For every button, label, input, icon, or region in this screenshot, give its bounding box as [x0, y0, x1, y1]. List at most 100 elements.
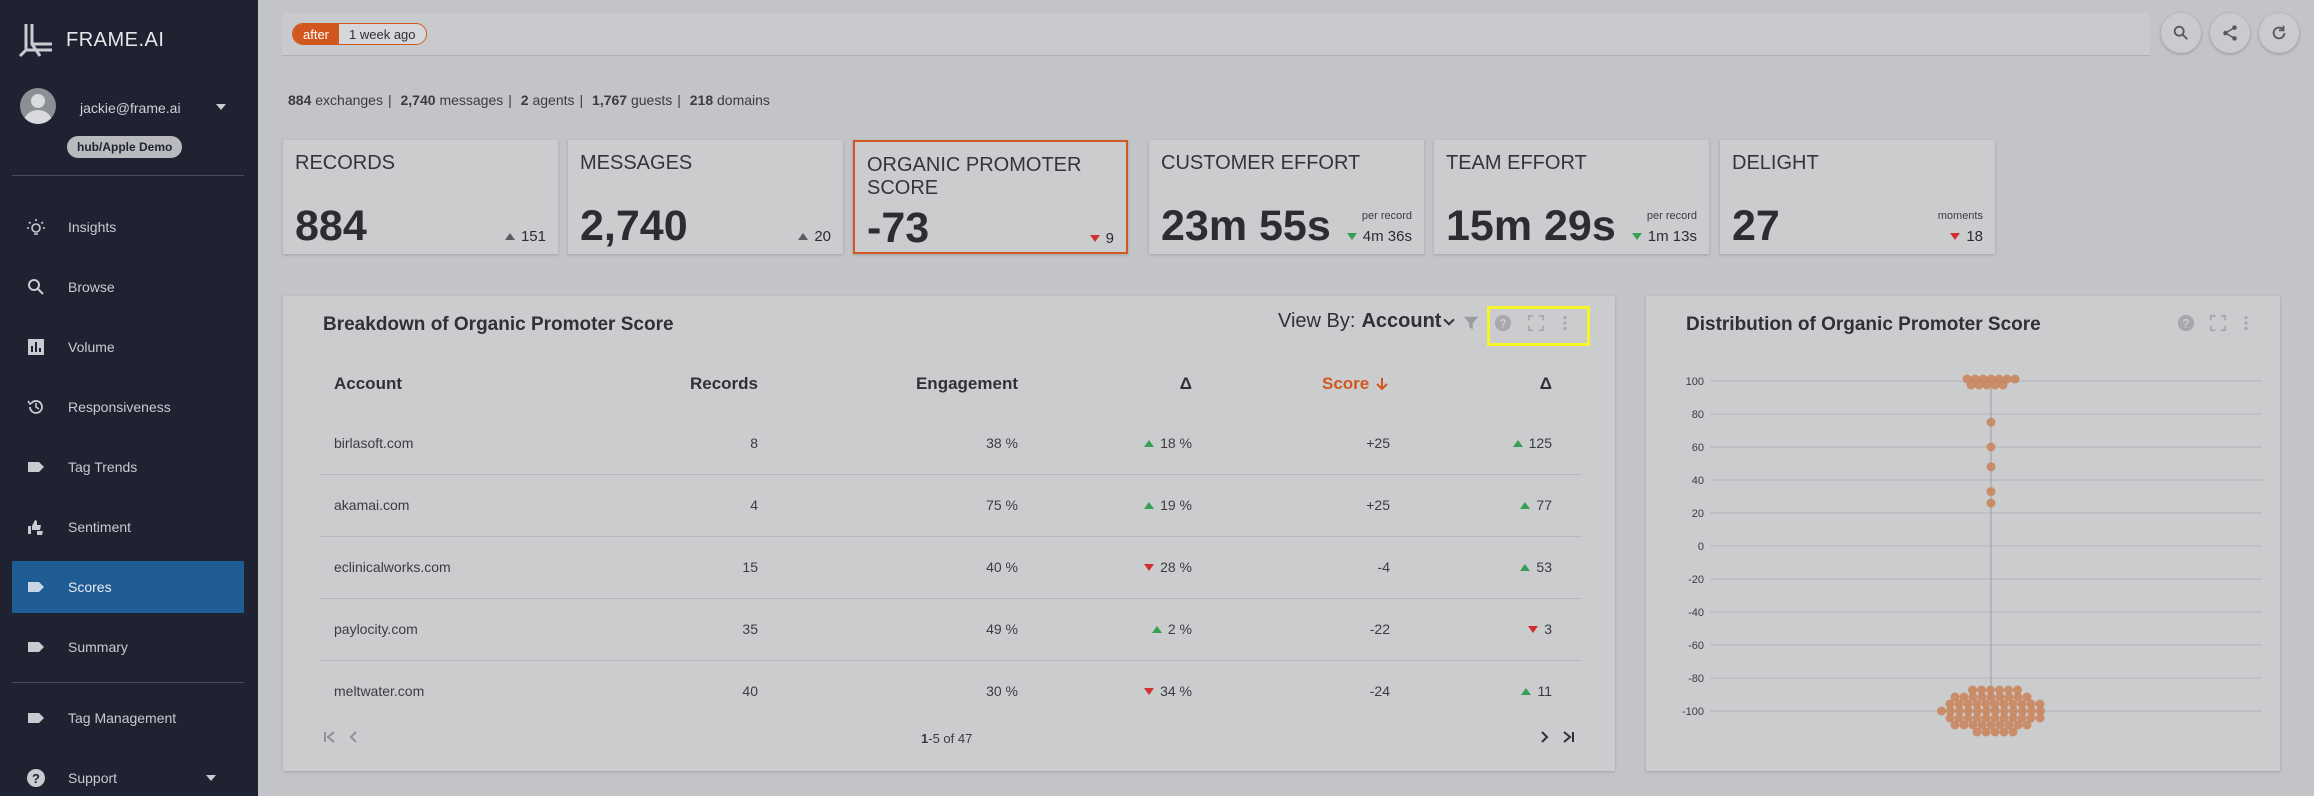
sidebar-item-browse[interactable]: Browse	[12, 261, 244, 313]
kpi-card-delight[interactable]: DELIGHT 27 moments 18	[1720, 140, 1995, 254]
data-point[interactable]	[2035, 713, 2045, 723]
column-header-engagement[interactable]: Engagement	[915, 374, 1018, 393]
view-by-select[interactable]: View By: Account	[1278, 310, 1456, 333]
kpi-card-messages[interactable]: MESSAGES 2,740 20	[568, 140, 843, 254]
data-point[interactable]	[1964, 706, 1973, 716]
data-point[interactable]	[1999, 713, 2009, 723]
data-point[interactable]	[1998, 380, 2008, 390]
data-point[interactable]	[1966, 380, 1976, 390]
data-point[interactable]	[1954, 699, 1964, 709]
filter-icon[interactable]	[1461, 313, 1481, 333]
data-point[interactable]	[2017, 713, 2027, 723]
column-header-engagement-delta[interactable]: Δ	[1179, 374, 1192, 393]
data-point[interactable]	[1959, 720, 1969, 730]
data-point[interactable]	[1986, 692, 1996, 702]
sidebar-item-responsiveness[interactable]: Responsiveness	[12, 381, 244, 433]
data-point[interactable]	[2008, 713, 2018, 723]
column-header-score-delta[interactable]: Δ	[1539, 374, 1552, 393]
data-point[interactable]	[1986, 417, 1996, 427]
data-point[interactable]	[1977, 685, 1986, 695]
data-point[interactable]	[1982, 706, 1991, 716]
data-point[interactable]	[2008, 699, 2018, 709]
data-point[interactable]	[2017, 699, 2027, 709]
data-point[interactable]	[2004, 685, 2013, 695]
column-header-records[interactable]: Records	[689, 374, 758, 393]
search-button[interactable]	[2161, 13, 2201, 53]
chevron-down-icon[interactable]	[206, 775, 216, 781]
cell-account[interactable]: eclinicalworks.com	[334, 559, 451, 575]
data-point[interactable]	[1990, 699, 2000, 709]
sidebar-item-support[interactable]: ? Support	[12, 752, 244, 796]
data-point[interactable]	[2008, 727, 2018, 737]
data-point[interactable]	[1937, 706, 1946, 716]
data-point[interactable]	[1995, 685, 2004, 695]
data-point[interactable]	[2026, 699, 2036, 709]
data-point[interactable]	[1950, 720, 1960, 730]
data-point[interactable]	[2013, 720, 2023, 730]
data-point[interactable]	[1995, 692, 2005, 702]
data-point[interactable]	[1990, 727, 2000, 737]
sidebar-item-sentiment[interactable]: Sentiment	[12, 501, 244, 553]
data-point[interactable]	[1968, 720, 1978, 730]
filter-bar[interactable]: after 1 week ago	[282, 13, 2150, 56]
kpi-card-organic-promoter-score[interactable]: ORGANIC PROMOTER SCORE -73 9	[853, 140, 1128, 254]
cell-account[interactable]: paylocity.com	[334, 621, 418, 637]
refresh-button[interactable]	[2259, 13, 2299, 53]
data-point[interactable]	[1995, 720, 2005, 730]
data-point[interactable]	[1981, 699, 1991, 709]
column-header-score[interactable]: Score	[1322, 374, 1389, 394]
sidebar-item-tag-management[interactable]: Tag Management	[12, 692, 244, 744]
sidebar-item-scores[interactable]: Scores	[12, 561, 244, 613]
fullscreen-icon[interactable]	[1526, 313, 1546, 333]
filter-chip[interactable]: after 1 week ago	[292, 23, 427, 45]
data-point[interactable]	[1999, 699, 2009, 709]
data-point[interactable]	[1963, 699, 1973, 709]
last-page-button[interactable]	[1560, 729, 1576, 748]
data-point[interactable]	[1946, 706, 1955, 716]
data-point[interactable]	[1945, 713, 1955, 723]
kpi-card-team-effort[interactable]: TEAM EFFORT 15m 29s per record 1m 13s	[1434, 140, 1709, 254]
data-point[interactable]	[1986, 720, 1996, 730]
data-point[interactable]	[1972, 699, 1982, 709]
prev-page-button[interactable]	[346, 729, 362, 748]
data-point[interactable]	[2004, 720, 2014, 730]
column-header-account[interactable]: Account	[334, 374, 402, 393]
data-point[interactable]	[1959, 692, 1969, 702]
data-point[interactable]	[1972, 727, 1982, 737]
data-point[interactable]	[1990, 713, 2000, 723]
data-point[interactable]	[1945, 699, 1955, 709]
data-point[interactable]	[2022, 720, 2032, 730]
next-page-button[interactable]	[1536, 729, 1552, 748]
first-page-button[interactable]	[322, 729, 338, 748]
data-point[interactable]	[2009, 706, 2018, 716]
data-point[interactable]	[1972, 713, 1982, 723]
data-point[interactable]	[1990, 380, 2000, 390]
chevron-down-icon[interactable]	[216, 104, 226, 110]
data-point[interactable]	[1986, 462, 1996, 472]
data-point[interactable]	[1977, 692, 1987, 702]
data-point[interactable]	[1986, 498, 1996, 508]
kpi-card-customer-effort[interactable]: CUSTOMER EFFORT 23m 55s per record 4m 36…	[1149, 140, 1424, 254]
data-point[interactable]	[1968, 685, 1977, 695]
cell-account[interactable]: birlasoft.com	[334, 435, 414, 451]
data-point[interactable]	[2010, 374, 2020, 384]
data-point[interactable]	[2036, 706, 2045, 716]
cell-account[interactable]: akamai.com	[334, 497, 410, 513]
data-point[interactable]	[1982, 380, 1992, 390]
more-vert-icon[interactable]	[2236, 313, 2256, 333]
data-point[interactable]	[1963, 713, 1973, 723]
more-vert-icon[interactable]	[1555, 313, 1575, 333]
data-point[interactable]	[2022, 692, 2032, 702]
data-point[interactable]	[1977, 720, 1987, 730]
sidebar-item-summary[interactable]: Summary	[12, 621, 244, 673]
brand[interactable]: FRAME.AI	[18, 20, 164, 60]
data-point[interactable]	[1999, 727, 2009, 737]
data-point[interactable]	[2035, 699, 2045, 709]
data-point[interactable]	[1986, 442, 1996, 452]
share-button[interactable]	[2210, 13, 2250, 53]
data-point[interactable]	[1991, 706, 2000, 716]
data-point[interactable]	[1986, 685, 1995, 695]
sidebar-item-insights[interactable]: Insights	[12, 201, 244, 253]
data-point[interactable]	[1981, 713, 1991, 723]
hub-badge[interactable]: hub/Apple Demo	[67, 136, 183, 158]
